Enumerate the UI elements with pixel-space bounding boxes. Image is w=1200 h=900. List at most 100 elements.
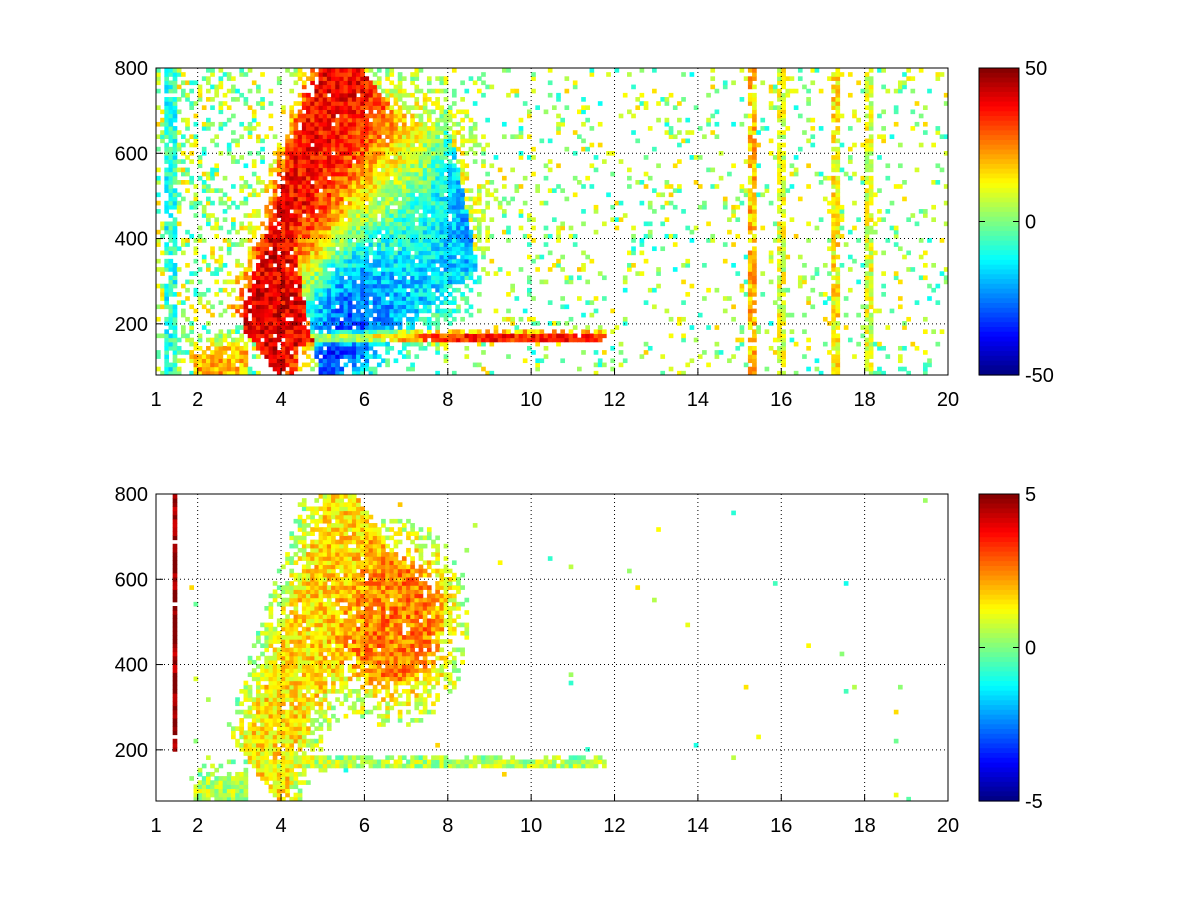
heatmap-cell [464, 254, 470, 260]
heatmap-cell [222, 262, 228, 268]
heatmap-cell [239, 350, 245, 355]
heatmap-cell [581, 221, 586, 227]
heatmap-cell [468, 130, 474, 135]
heatmap-cell [385, 196, 390, 202]
heatmap-cell [422, 250, 428, 256]
heatmap-cell [326, 117, 332, 123]
heatmap-cell [260, 292, 265, 297]
heatmap-cell [835, 350, 841, 355]
heatmap-cell [660, 354, 666, 359]
heatmap-cell [214, 333, 220, 339]
heatmap-cell [301, 341, 307, 347]
heatmap-cell [639, 200, 645, 206]
heatmap-cell [281, 325, 286, 330]
heatmap-cell [251, 80, 257, 86]
heatmap-cell [339, 134, 345, 140]
heatmap-cell [164, 159, 170, 164]
heatmap-cell [385, 358, 390, 364]
heatmap-cell [443, 196, 449, 202]
heatmap-cell [447, 209, 453, 214]
heatmap-cell [351, 283, 357, 289]
heatmap-cell [331, 117, 336, 123]
heatmap-cell [164, 150, 170, 156]
heatmap-cell [439, 233, 445, 239]
heatmap-cell [468, 333, 474, 339]
heatmap-cell [839, 225, 845, 231]
heatmap-cell [781, 130, 786, 135]
heatmap-cell [376, 304, 382, 310]
heatmap-cell [322, 350, 328, 355]
heatmap-cell [426, 341, 432, 347]
heatmap-cell [343, 101, 349, 106]
heatmap-cell [772, 350, 778, 355]
heatmap-cell [356, 134, 361, 140]
heatmap-cell [339, 180, 345, 185]
heatmap-cell [376, 171, 382, 177]
heatmap-cell [343, 180, 349, 185]
heatmap-cell [401, 188, 407, 193]
heatmap-cell [618, 113, 624, 119]
heatmap-cell [447, 229, 453, 235]
heatmap-cell [418, 250, 424, 256]
heatmap-cell [276, 258, 282, 264]
heatmap-cell [222, 279, 228, 285]
heatmap-cell [531, 258, 536, 264]
heatmap-cell [781, 200, 786, 206]
heatmap-cell [168, 113, 174, 119]
heatmap-cell [368, 370, 374, 376]
heatmap-cell [401, 117, 407, 123]
heatmap-cell [376, 97, 382, 102]
heatmap-cell [326, 126, 332, 131]
heatmap-cell [372, 101, 378, 106]
heatmap-cell [385, 316, 390, 322]
heatmap-cell [356, 117, 361, 123]
heatmap-cell [168, 163, 174, 169]
heatmap-cell [668, 333, 674, 339]
heatmap-cell [627, 184, 632, 189]
heatmap-cell [172, 242, 178, 247]
heatmap-cell [631, 225, 636, 231]
heatmap-cell [472, 150, 478, 156]
heatmap-cell [777, 354, 782, 359]
heatmap-cell [831, 366, 836, 372]
heatmap-cell [368, 354, 374, 359]
heatmap-cell [410, 204, 415, 210]
heatmap-cell [281, 200, 286, 206]
heatmap-cell [306, 246, 311, 252]
heatmap-cell [326, 130, 332, 135]
heatmap-cell [168, 184, 174, 189]
heatmap-cell [297, 238, 303, 243]
heatmap-cell [781, 233, 786, 239]
heatmap-cell [514, 325, 520, 330]
heatmap-cell [339, 262, 345, 268]
heatmap-cell [806, 163, 811, 169]
heatmap-cell [689, 229, 695, 235]
heatmap-cell [689, 155, 695, 160]
heatmap-cell [460, 337, 465, 343]
heatmap-cell [172, 138, 178, 144]
heatmap-cell [406, 250, 411, 256]
heatmap-cell [235, 242, 240, 247]
heatmap-cell [206, 117, 211, 123]
heatmap-cell [747, 254, 753, 260]
heatmap-cell [468, 329, 474, 335]
heatmap-cell [156, 134, 161, 140]
heatmap-cell [397, 292, 403, 297]
heatmap-cell [435, 242, 440, 247]
heatmap-cell [443, 250, 449, 256]
heatmap-cell [164, 130, 170, 135]
heatmap-cell [752, 167, 757, 173]
heatmap-cell [376, 325, 382, 330]
heatmap-cell [281, 304, 286, 310]
heatmap-cell [376, 117, 382, 123]
heatmap-cell [331, 345, 336, 351]
heatmap-cell [156, 238, 161, 243]
heatmap-cell [435, 155, 440, 160]
heatmap-cell [197, 333, 203, 339]
heatmap-cell [818, 126, 824, 131]
heatmap-cell [293, 130, 299, 135]
heatmap-cell [272, 354, 278, 359]
heatmap-cell [343, 130, 349, 135]
heatmap-cell [414, 105, 420, 110]
heatmap-cell [552, 321, 557, 326]
